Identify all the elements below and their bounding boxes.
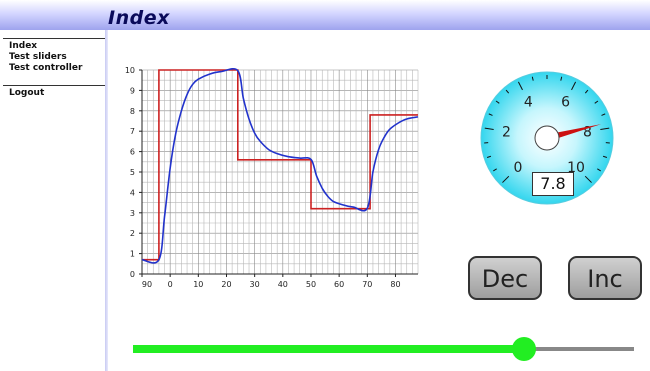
gauge-tick: [486, 155, 492, 158]
gauge-label: 10: [567, 160, 585, 176]
y-tick-label: 7: [130, 127, 135, 136]
gauge-tick: [594, 100, 599, 104]
sidebar-item-index[interactable]: Index: [9, 41, 38, 51]
chart-grid: [141, 69, 419, 275]
x-tick-label: 30: [250, 280, 260, 289]
gauge-tick: [517, 81, 523, 91]
gauge-tick: [602, 155, 608, 158]
gauge-value-display: 7.8: [532, 172, 574, 196]
gauge-tick: [571, 81, 577, 91]
gauge-tick: [597, 168, 601, 172]
gauge-label: 2: [502, 125, 511, 141]
gauge-needle: [546, 124, 602, 142]
x-tick-label: 10: [193, 280, 203, 289]
y-tick-label: 5: [130, 168, 135, 177]
gauge-hub: [534, 125, 560, 151]
gauge-label: 6: [561, 94, 570, 110]
x-tick-label: 90: [142, 280, 152, 289]
inc-button[interactable]: Inc: [568, 256, 642, 300]
gauge-tick: [505, 89, 510, 94]
x-tick-label: 0: [168, 280, 173, 289]
y-tick-label: 9: [130, 86, 135, 95]
gauge-tick: [531, 76, 534, 81]
sidebar-item-logout[interactable]: Logout: [9, 88, 45, 98]
y-tick-label: 6: [130, 148, 135, 157]
dec-button[interactable]: Dec: [468, 256, 542, 300]
gauge-tick: [488, 113, 493, 116]
gauge-tick: [484, 127, 494, 131]
sidebar-border: [105, 30, 108, 371]
gauge-tick: [584, 175, 592, 183]
slider-fill: [133, 345, 524, 353]
gauge-tick: [493, 168, 497, 172]
gauge-label: 0: [514, 160, 523, 176]
slider-thumb[interactable]: [511, 337, 536, 361]
gauge-tick: [600, 127, 610, 131]
header-bar: Index: [0, 0, 650, 30]
y-tick-label: 3: [130, 209, 135, 218]
y-tick-label: 8: [130, 107, 135, 116]
line-chart: 0 1 2 3 4 5 6 7 8 9 10 90 0 10 20 30 40 50 60 70 80: [125, 66, 419, 289]
gauge-tick: [601, 113, 606, 116]
y-tick-label: 1: [130, 250, 135, 259]
series-line-response: [141, 67, 419, 264]
x-tick-label: 80: [390, 280, 400, 289]
x-tick-label: 40: [278, 280, 288, 289]
y-tick-label: 10: [125, 66, 135, 75]
x-tick-label: 20: [221, 280, 231, 289]
page-title: Index: [108, 7, 170, 29]
x-tick-label: 50: [306, 280, 316, 289]
nav-separator-bottom: [3, 85, 105, 86]
gauge-tick: [560, 76, 563, 81]
series-line-setpoint: [142, 69, 418, 261]
y-tick-label: 0: [130, 270, 135, 279]
sidebar: Index Test sliders Test controller Logou…: [0, 30, 105, 371]
y-tick-label: 4: [130, 188, 135, 197]
gauge-label: 4: [524, 94, 533, 110]
gauge-label: 8: [583, 125, 592, 141]
x-tick-label: 60: [334, 280, 344, 289]
gauge-tick: [495, 100, 500, 104]
x-tick-label: 70: [362, 280, 372, 289]
sidebar-item-test-sliders[interactable]: Test sliders: [9, 52, 67, 62]
sidebar-item-test-controller[interactable]: Test controller: [9, 63, 83, 73]
gauge-tick: [584, 89, 589, 94]
y-tick-label: 2: [130, 229, 135, 238]
gauge: 0 24 68 10: [480, 71, 614, 205]
nav-separator-top: [3, 38, 105, 39]
slider-track[interactable]: [523, 347, 634, 351]
gauge-tick: [502, 175, 510, 183]
